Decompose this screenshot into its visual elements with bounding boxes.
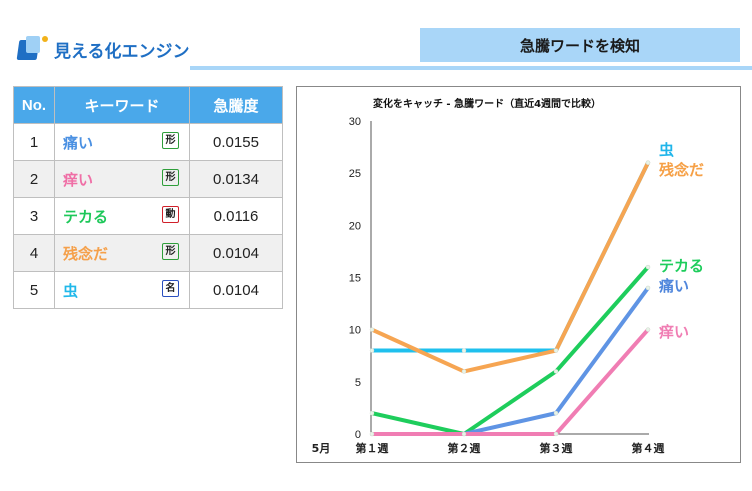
y-tick-label: 15 xyxy=(349,273,361,285)
header-divider xyxy=(190,66,752,70)
keyword-text: 虫 xyxy=(63,282,79,300)
col-header-no: No. xyxy=(13,86,55,124)
series-end-label: 痒い xyxy=(659,323,689,341)
line-chart: 変化をキャッチ - 急騰ワード（直近4週間で比較） 0 5 10 15 20 25 30 5月 第… xyxy=(312,97,704,455)
brand-logo: 見える化エンジン xyxy=(16,36,190,62)
series-line-残念だ xyxy=(370,160,650,374)
rank-number: 2 xyxy=(13,160,55,198)
data-point xyxy=(645,285,651,291)
part-of-speech-badge: 名 xyxy=(162,280,179,297)
data-point xyxy=(369,327,375,332)
data-point xyxy=(645,327,651,332)
data-point xyxy=(645,160,651,165)
surge-score: 0.0104 xyxy=(189,271,283,309)
keyword-cell: 痒い 形 xyxy=(54,160,190,198)
part-of-speech-badge: 形 xyxy=(162,243,179,260)
col-header-keyword: キーワード xyxy=(54,86,190,124)
table-row: 1 痛い 形 0.0155 xyxy=(13,123,283,161)
x-tick-label: 第２週 xyxy=(448,441,481,455)
keyword-cell: 痛い 形 xyxy=(54,123,190,161)
keyword-text: 残念だ xyxy=(63,245,109,263)
data-point xyxy=(553,369,559,374)
table-header-row: No. キーワード 急騰度 xyxy=(13,86,283,124)
table-row: 5 虫名 0.0104 xyxy=(13,271,283,309)
page-title: 急騰ワードを検知 xyxy=(420,28,740,62)
keyword-text: 痛い xyxy=(63,134,94,152)
surge-score: 0.0134 xyxy=(189,160,283,198)
table-row: 3 テカる 動 0.0116 xyxy=(13,197,283,235)
series-end-label: 残念だ xyxy=(659,161,704,179)
surge-score: 0.0155 xyxy=(189,123,283,161)
y-tick-label: 0 xyxy=(355,429,361,441)
data-point xyxy=(645,264,651,270)
series-line-痒い xyxy=(370,327,650,436)
x-month-label: 5月 xyxy=(312,442,331,455)
chart-title: 変化をキャッチ - 急騰ワード（直近4週間で比較） xyxy=(373,97,601,110)
data-point xyxy=(461,369,467,374)
series-end-label: 虫 xyxy=(659,141,674,159)
y-tick-label: 20 xyxy=(349,220,361,232)
data-point xyxy=(461,431,467,437)
page-title-text: 急騰ワードを検知 xyxy=(519,36,640,55)
part-of-speech-badge: 動 xyxy=(162,206,179,223)
rank-number: 5 xyxy=(13,271,55,309)
surge-score: 0.0104 xyxy=(189,234,283,272)
y-tick-label: 25 xyxy=(349,168,361,180)
col-header-score: 急騰度 xyxy=(189,86,283,124)
keyword-cell: テカる 動 xyxy=(54,197,190,235)
surge-score: 0.0116 xyxy=(189,197,283,235)
logo-icon xyxy=(16,36,48,62)
keyword-text: 痒い xyxy=(63,171,94,189)
data-point xyxy=(369,431,375,437)
x-tick-label: 第３週 xyxy=(540,441,573,455)
rank-number: 1 xyxy=(13,123,55,161)
table-row: 2 痒い 形 0.0134 xyxy=(13,160,283,198)
part-of-speech-badge: 形 xyxy=(162,169,179,186)
x-tick-label: 第４週 xyxy=(632,441,665,455)
data-point xyxy=(553,431,559,437)
data-point xyxy=(461,348,467,353)
part-of-speech-badge: 形 xyxy=(162,132,179,149)
rank-number: 4 xyxy=(13,234,55,272)
ranking-table: No. キーワード 急騰度 1 痛い形 0.0155 2 痒い形 0.0134 3 テカる動 0… xyxy=(13,86,283,309)
data-point xyxy=(553,348,559,353)
brand-name: 見える化エンジン xyxy=(54,41,190,62)
y-tick-label: 5 xyxy=(355,377,361,389)
series-end-label: 痛い xyxy=(658,277,689,295)
x-tick-label: 第１週 xyxy=(356,441,389,455)
series-line-テカる xyxy=(370,265,650,436)
y-tick-label: 10 xyxy=(349,325,361,337)
keyword-cell: 虫名 xyxy=(54,271,190,309)
series-end-label: テカる xyxy=(659,257,704,275)
rank-number: 3 xyxy=(13,197,55,235)
keyword-text: テカる xyxy=(63,208,109,226)
keyword-cell: 残念だ 形 xyxy=(54,234,190,272)
table-row: 4 残念だ 形 0.0104 xyxy=(13,234,283,272)
data-point xyxy=(369,410,375,416)
series-line-虫 xyxy=(370,160,650,353)
data-point xyxy=(553,410,559,416)
data-point xyxy=(369,348,375,353)
chart-panel: 変化をキャッチ - 急騰ワード（直近4週間で比較） 0 5 10 15 20 25 30 5月 第… xyxy=(296,86,741,463)
y-tick-label: 30 xyxy=(349,116,361,128)
